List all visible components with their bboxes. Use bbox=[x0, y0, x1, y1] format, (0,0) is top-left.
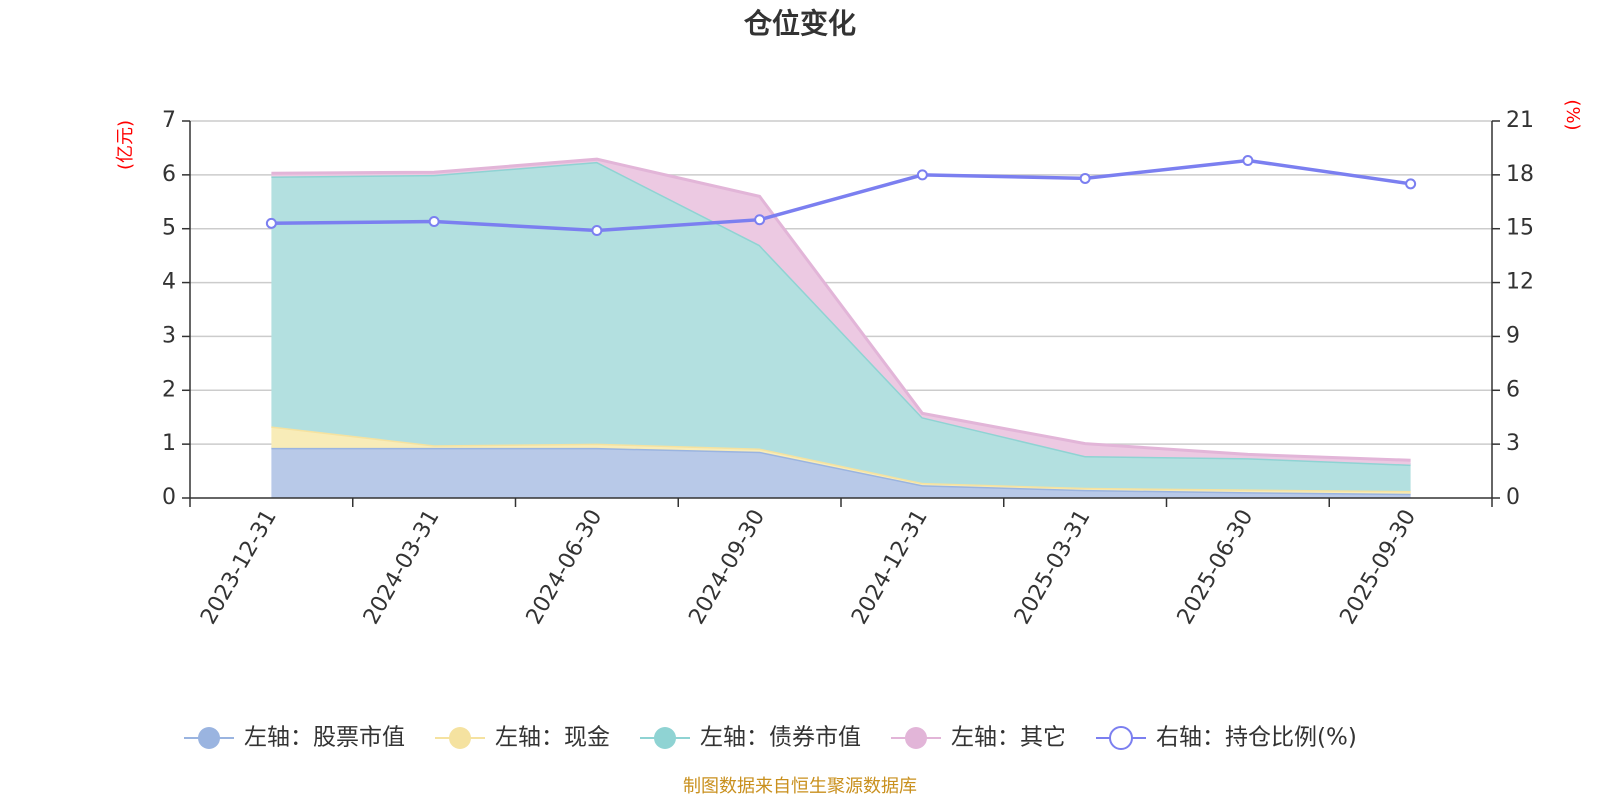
right-tick-label: 12 bbox=[1506, 270, 1534, 295]
right-tick-label: 6 bbox=[1506, 377, 1520, 402]
x-tick-label: 2024-09-30 bbox=[684, 506, 770, 629]
x-tick-label: 2025-09-30 bbox=[1335, 506, 1421, 629]
right-tick-label: 15 bbox=[1506, 216, 1534, 241]
legend-label: 左轴：股票市值 bbox=[244, 725, 405, 751]
right-tick-label: 3 bbox=[1506, 431, 1520, 456]
ratio-point bbox=[916, 169, 928, 181]
legend-marker bbox=[198, 727, 220, 749]
ratio-point bbox=[1405, 178, 1417, 190]
legend-marker bbox=[654, 727, 676, 749]
left-tick-label: 7 bbox=[162, 108, 176, 133]
area-series bbox=[271, 157, 1411, 498]
line-series bbox=[265, 154, 1417, 237]
area-fill bbox=[271, 159, 1411, 465]
left-tick-label: 1 bbox=[162, 431, 176, 456]
left-tick-label: 6 bbox=[162, 162, 176, 187]
left-tick-label: 4 bbox=[162, 270, 176, 295]
left-axis-unit: (亿元) bbox=[115, 120, 136, 170]
ratio-point bbox=[1242, 154, 1254, 166]
left-tick-label: 3 bbox=[162, 323, 176, 348]
legend-label: 右轴：持仓比例(%) bbox=[1156, 725, 1357, 751]
ratio-point bbox=[428, 216, 440, 228]
ratio-point bbox=[754, 214, 766, 226]
right-axis-unit: (%) bbox=[1562, 99, 1583, 130]
legend-label: 左轴：现金 bbox=[495, 725, 610, 751]
legend-item: 左轴：债券市值 bbox=[640, 725, 861, 751]
right-tick-label: 9 bbox=[1506, 323, 1520, 348]
legend-label: 左轴：其它 bbox=[951, 725, 1066, 751]
legend-item: 左轴：其它 bbox=[891, 725, 1066, 751]
ratio-point bbox=[1079, 172, 1091, 184]
left-tick-label: 0 bbox=[162, 485, 176, 510]
x-tick-label: 2025-06-30 bbox=[1173, 506, 1259, 629]
legend-marker bbox=[1109, 726, 1133, 750]
legend: 左轴：股票市值 左轴：现金 左轴：债券市值 左轴：其它 右轴：持仓比例(%) bbox=[184, 725, 1357, 751]
legend-item: 左轴：股票市值 bbox=[184, 725, 405, 751]
legend-label: 左轴：债券市值 bbox=[700, 725, 861, 751]
area-fill bbox=[271, 161, 1411, 491]
left-tick-label: 2 bbox=[162, 377, 176, 402]
x-tick-label: 2024-03-31 bbox=[359, 506, 445, 629]
chart-title: 仓位变化 bbox=[744, 7, 856, 40]
source-note: 制图数据来自恒生聚源数据库 bbox=[683, 776, 917, 797]
x-tick-label: 2025-03-31 bbox=[1010, 506, 1096, 629]
area-fill bbox=[271, 447, 1411, 498]
legend-item: 右轴：持仓比例(%) bbox=[1096, 725, 1357, 751]
legend-item: 左轴：现金 bbox=[435, 725, 610, 751]
legend-marker bbox=[905, 727, 927, 749]
x-tick-label: 2023-12-31 bbox=[196, 506, 282, 629]
left-tick-label: 5 bbox=[162, 216, 176, 241]
x-tick-label: 2024-06-30 bbox=[522, 506, 608, 629]
right-tick-label: 21 bbox=[1506, 108, 1534, 133]
ratio-line bbox=[271, 158, 1411, 233]
right-tick-label: 0 bbox=[1506, 485, 1520, 510]
right-tick-label: 18 bbox=[1506, 162, 1534, 187]
ratio-point bbox=[591, 225, 603, 237]
legend-marker bbox=[449, 727, 471, 749]
ratio-point bbox=[265, 217, 277, 229]
area-line bbox=[271, 157, 1411, 462]
x-tick-label: 2024-12-31 bbox=[847, 506, 933, 629]
